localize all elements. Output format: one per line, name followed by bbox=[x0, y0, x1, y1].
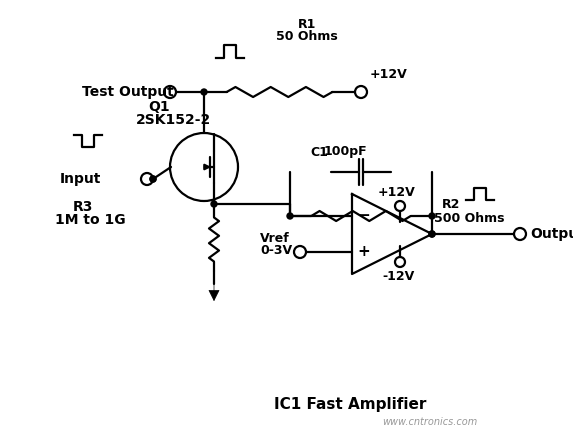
Text: Test Output: Test Output bbox=[82, 85, 174, 99]
Circle shape bbox=[429, 213, 435, 219]
Circle shape bbox=[211, 201, 217, 207]
Text: R2: R2 bbox=[442, 197, 460, 210]
Text: Q1: Q1 bbox=[148, 100, 170, 114]
Text: Vref: Vref bbox=[260, 232, 290, 245]
Text: -12V: -12V bbox=[382, 270, 414, 283]
Text: +12V: +12V bbox=[370, 67, 408, 80]
Text: 2SK152-2: 2SK152-2 bbox=[136, 113, 211, 127]
Circle shape bbox=[429, 231, 435, 237]
Text: +: + bbox=[358, 245, 370, 260]
Text: 100pF: 100pF bbox=[324, 146, 368, 159]
Text: R1: R1 bbox=[298, 18, 316, 31]
Text: Input: Input bbox=[60, 172, 101, 186]
Text: Output: Output bbox=[530, 227, 573, 241]
Circle shape bbox=[287, 213, 293, 219]
Text: R3: R3 bbox=[73, 200, 93, 214]
Text: 500 Ohms: 500 Ohms bbox=[434, 212, 504, 225]
Text: 0-3V: 0-3V bbox=[260, 245, 292, 257]
Text: +12V: +12V bbox=[378, 187, 416, 200]
Circle shape bbox=[150, 176, 156, 182]
Text: IC1 Fast Amplifier: IC1 Fast Amplifier bbox=[274, 397, 426, 412]
Text: C1: C1 bbox=[310, 146, 328, 159]
Text: 50 Ohms: 50 Ohms bbox=[276, 31, 338, 44]
Circle shape bbox=[201, 89, 207, 95]
Text: 1M to 1G: 1M to 1G bbox=[55, 213, 125, 227]
Circle shape bbox=[429, 231, 435, 237]
Text: www.cntronics.com: www.cntronics.com bbox=[382, 417, 478, 427]
Text: −: − bbox=[358, 209, 370, 223]
Circle shape bbox=[150, 176, 156, 182]
